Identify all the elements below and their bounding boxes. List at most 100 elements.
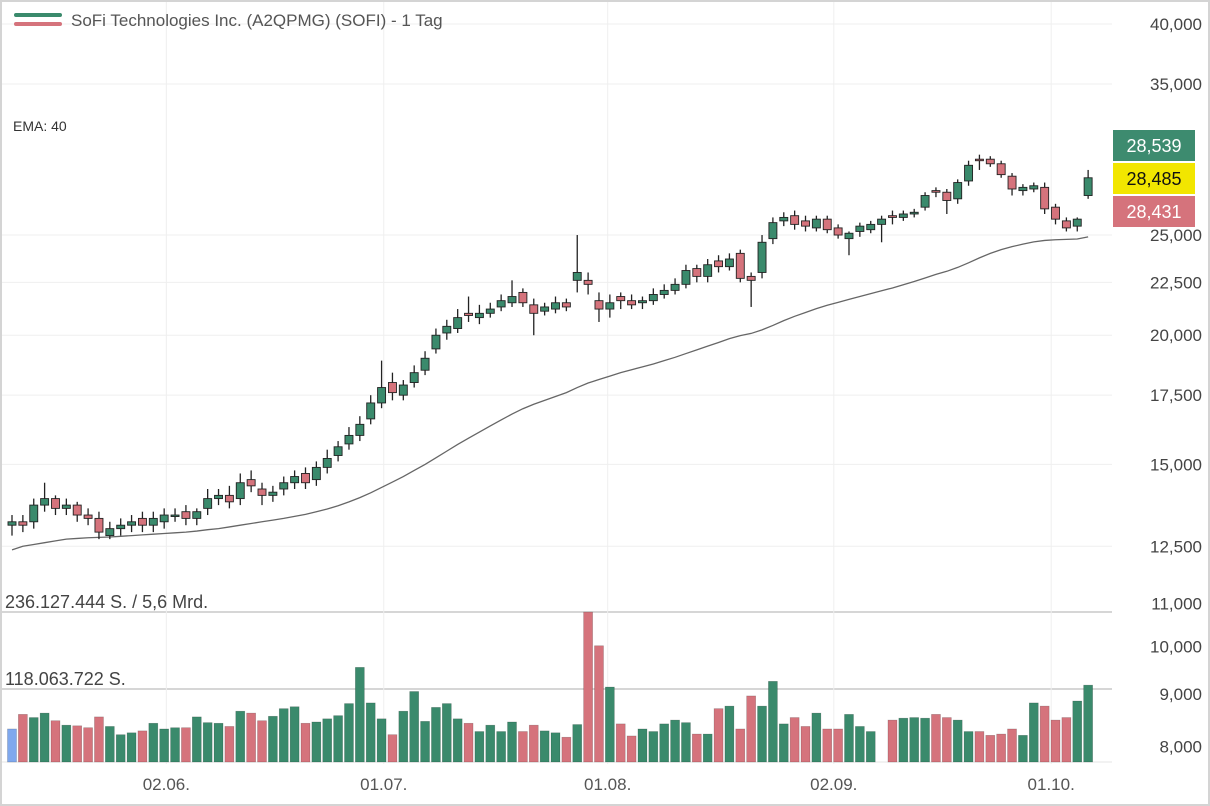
volume-bar [485, 724, 496, 763]
price-label-low [1113, 196, 1195, 227]
candle-body [301, 473, 310, 484]
candle-body [51, 498, 60, 509]
candle-body [518, 291, 528, 304]
volume-bar [300, 722, 311, 763]
volume-bar [746, 695, 756, 763]
candle [1061, 217, 1071, 232]
volume-bar [1050, 719, 1061, 763]
candle-body [1051, 206, 1060, 220]
volume-bar [289, 706, 300, 763]
candle-body [746, 275, 756, 281]
volume-bar [28, 717, 39, 763]
candle-body [1029, 185, 1039, 190]
date-tick-label: 01.10. [1028, 775, 1075, 794]
legend: SoFi Technologies Inc. (A2QPMG) (SOFI) -… [5, 11, 443, 689]
candle-body [1040, 186, 1050, 210]
volume-bar [833, 728, 843, 763]
candle-body [1007, 175, 1017, 190]
price-tick-label: 9,000 [1159, 685, 1202, 704]
date-tick-label: 02.09. [810, 775, 857, 794]
volume-bar [528, 724, 539, 763]
candle-body [116, 524, 126, 530]
candle [561, 298, 571, 312]
candle [594, 292, 604, 322]
price-tick-label: 25,000 [1150, 226, 1202, 245]
candle-body [40, 498, 50, 506]
volume-bar [18, 714, 28, 763]
candle [844, 231, 854, 256]
candle [485, 302, 495, 318]
candle-body [464, 312, 473, 316]
volume-bar [724, 705, 735, 763]
candle [909, 208, 919, 218]
candle [290, 470, 300, 490]
candle-body [290, 476, 300, 484]
volume-bar [637, 728, 648, 763]
candle [127, 515, 137, 533]
volume-bar [811, 712, 822, 763]
candle-body [572, 272, 582, 281]
volume-bar [681, 722, 691, 763]
candle-body [638, 300, 647, 304]
candle [409, 365, 419, 388]
volume-bar [735, 728, 746, 763]
price-tick-label: 12,500 [1150, 537, 1202, 556]
candle-body [583, 279, 593, 285]
volume-bar [952, 719, 963, 763]
volume-bar [322, 718, 333, 763]
candle [1040, 182, 1050, 214]
volume-bar [376, 718, 387, 763]
date-tick-label: 01.08. [584, 775, 631, 794]
candle [877, 215, 887, 243]
candle [464, 296, 473, 322]
volume-bar [865, 731, 876, 763]
candle-body [974, 158, 984, 162]
volume-bar [105, 726, 115, 763]
candle-body [659, 289, 669, 295]
candle-body [855, 225, 865, 232]
candle-body [1018, 186, 1028, 192]
volume-bar [398, 710, 409, 763]
candle-body [431, 334, 441, 350]
volume-mid-label: 118.063.722 S. [5, 669, 126, 689]
candle-body [159, 514, 169, 523]
volume-bar [1007, 728, 1017, 763]
candle-body [1072, 218, 1082, 227]
volume-bar [409, 691, 419, 763]
candle [757, 235, 767, 279]
candle [322, 449, 332, 474]
candle-body [801, 220, 810, 227]
volume-bar [452, 718, 463, 763]
volume-bar [594, 645, 604, 763]
candle [551, 296, 560, 314]
candle [692, 264, 702, 283]
volume-bar [605, 686, 615, 763]
candle-body [703, 264, 713, 277]
candle [681, 264, 691, 289]
volume-bar [898, 717, 909, 763]
candle-body [333, 446, 343, 456]
candle [453, 309, 463, 333]
candle-body [627, 300, 637, 306]
date-axis: 02.06. 01.07. 01.08. 02.09. 01.10. [143, 775, 1075, 794]
candle [257, 482, 267, 506]
candle [29, 498, 39, 529]
grid [2, 2, 1112, 764]
candle-body [996, 163, 1006, 176]
candle-body [561, 302, 571, 308]
candle-body [192, 511, 202, 519]
candle-body [214, 494, 223, 500]
candle-body [496, 300, 506, 308]
candle [746, 272, 756, 307]
candle-body [366, 402, 376, 420]
candle-body [322, 457, 332, 468]
candle [148, 511, 158, 533]
candle [51, 495, 60, 516]
candle [333, 441, 343, 462]
candle [72, 501, 82, 522]
volume-bar [1072, 700, 1083, 763]
volume-bar [713, 708, 724, 763]
volume-bar [615, 723, 626, 763]
